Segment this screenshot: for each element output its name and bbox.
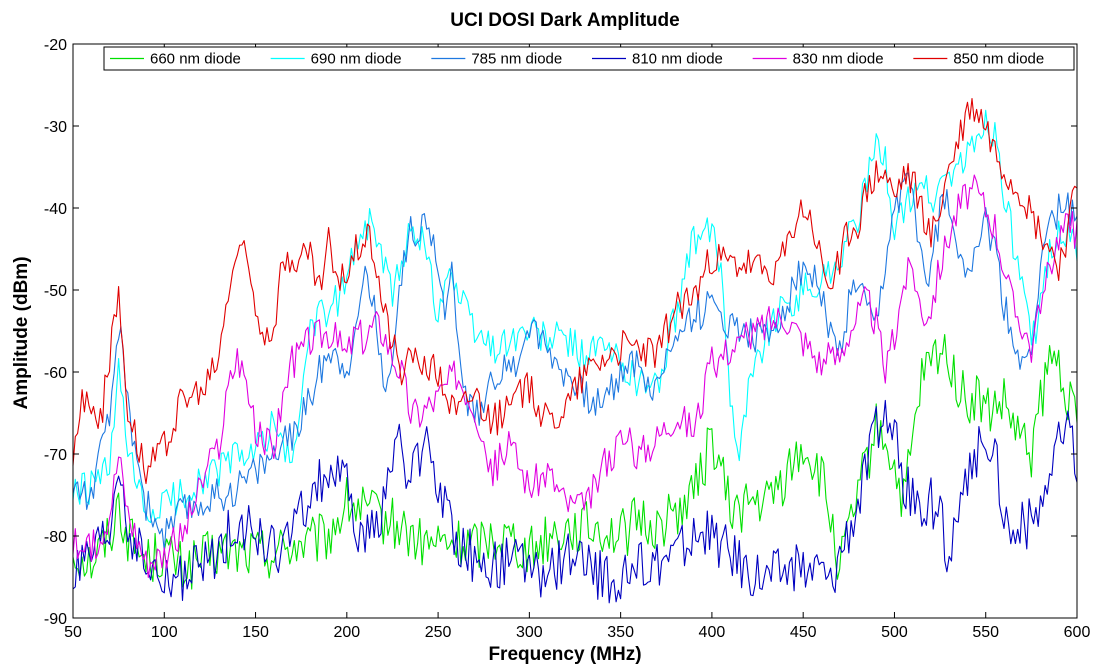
- x-tick-label: 400: [699, 624, 726, 641]
- y-tick-label: -20: [44, 37, 67, 54]
- legend-label: 810 nm diode: [632, 51, 723, 68]
- plot-area-frame: [72, 43, 1078, 619]
- legend-label: 785 nm diode: [471, 51, 562, 68]
- x-tick-label: 350: [607, 624, 634, 641]
- x-axis-title: Frequency (MHz): [488, 644, 641, 664]
- x-tick-label: 250: [425, 624, 452, 641]
- legend: 660 nm diode 690 nm diode 785 nm diode 810 …: [103, 46, 1075, 71]
- series-line-690: [72, 109, 1078, 524]
- y-axis-title: Amplitude (dBm): [11, 256, 32, 409]
- legend-label: 830 nm diode: [793, 51, 884, 68]
- x-tick-label: 550: [972, 624, 999, 641]
- plot-series: [72, 97, 1078, 604]
- y-tick-label: -40: [44, 201, 67, 218]
- series-line-850: [72, 97, 1078, 485]
- axis-ticks: 50 100 150 200 250 300 350 400 450 500 550 600 -90 -8…: [44, 37, 1091, 641]
- x-tick-label: 450: [790, 624, 817, 641]
- series-line-810: [72, 399, 1078, 604]
- y-tick-label: -60: [44, 365, 67, 382]
- y-tick-label: -90: [44, 611, 67, 628]
- x-tick-label: 50: [64, 624, 82, 641]
- legend-label: 660 nm diode: [150, 51, 241, 68]
- x-tick-label: 300: [516, 624, 543, 641]
- series-line-830: [72, 174, 1078, 578]
- x-tick-label: 100: [151, 624, 178, 641]
- legend-label: 850 nm diode: [953, 51, 1044, 68]
- legend-box: [103, 46, 1075, 71]
- chart-title: UCI DOSI Dark Amplitude: [450, 10, 679, 31]
- x-tick-label: 150: [242, 624, 269, 641]
- series-line-660: [72, 333, 1078, 590]
- x-tick-label: 200: [333, 624, 360, 641]
- x-tick-label: 600: [1064, 624, 1091, 641]
- y-tick-label: -70: [44, 447, 67, 464]
- x-tick-label: 500: [881, 624, 908, 641]
- y-tick-label: -80: [44, 529, 67, 546]
- y-tick-label: -30: [44, 119, 67, 136]
- legend-label: 690 nm diode: [311, 51, 402, 68]
- y-tick-label: -50: [44, 283, 67, 300]
